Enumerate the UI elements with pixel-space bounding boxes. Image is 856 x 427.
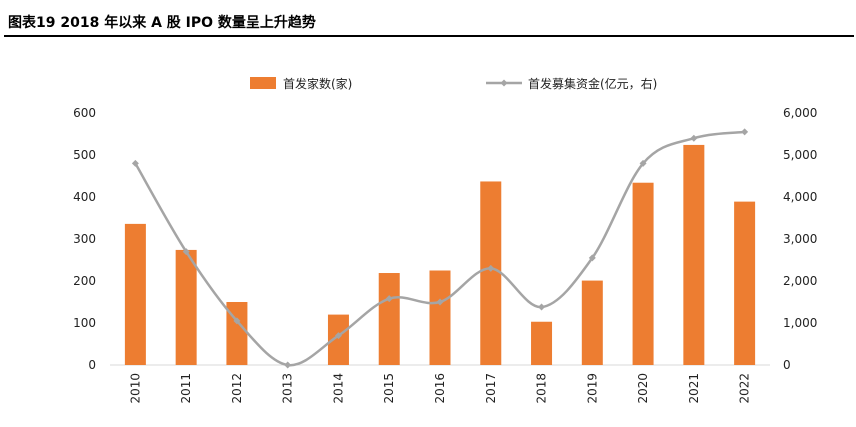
line-point	[588, 254, 596, 262]
x-tick-label: 2022	[738, 373, 752, 404]
line-point	[131, 159, 139, 167]
x-tick-label: 2019	[585, 373, 599, 404]
chart-legend: 首发家数(家) 首发募集资金(亿元，右)	[250, 76, 657, 91]
x-tick-label: 2010	[128, 373, 142, 404]
bar	[175, 249, 197, 365]
line-point	[538, 303, 546, 311]
line-point	[385, 295, 393, 303]
line-point	[436, 298, 444, 306]
y-right-tick-label: 4,000	[783, 190, 817, 204]
x-tick-label: 2020	[636, 373, 650, 404]
x-tick-label: 2013	[281, 373, 295, 404]
y-right-tick-label: 3,000	[783, 232, 817, 246]
y-left-tick-label: 400	[73, 190, 96, 204]
legend-swatch-bar	[250, 77, 276, 89]
y-left-tick-label: 100	[73, 316, 96, 330]
line-point	[334, 332, 342, 340]
legend-swatch-marker	[500, 79, 508, 87]
y-left-tick-label: 500	[73, 148, 96, 162]
x-tick-label: 2015	[382, 373, 396, 404]
y-right-tick-label: 1,000	[783, 316, 817, 330]
line-point	[233, 317, 241, 325]
line-point	[639, 159, 647, 167]
line-point	[741, 128, 749, 136]
bar	[429, 270, 451, 365]
legend-label-line: 首发募集资金(亿元，右)	[528, 76, 657, 91]
x-tick-label: 2021	[687, 373, 701, 404]
x-tick-label: 2011	[179, 373, 193, 404]
bar	[734, 201, 756, 365]
bar	[226, 302, 248, 365]
bar	[480, 181, 502, 365]
line-point	[182, 248, 190, 256]
x-tick-label: 2017	[484, 373, 498, 404]
y-left-tick-label: 600	[73, 106, 96, 120]
bar	[378, 273, 400, 365]
bar	[124, 223, 146, 365]
line-point	[690, 134, 698, 142]
x-tick-label: 2018	[535, 373, 549, 404]
bar	[632, 182, 654, 365]
line-point	[487, 264, 495, 272]
legend-label-bar: 首发家数(家)	[283, 76, 352, 91]
y-right-tick-label: 6,000	[783, 106, 817, 120]
figure-title: 图表19 2018 年以来 A 股 IPO 数量呈上升趋势	[8, 15, 316, 31]
x-tick-label: 2016	[433, 373, 447, 404]
y-left-tick-label: 0	[88, 358, 96, 372]
x-tick-label: 2012	[230, 373, 244, 404]
bar	[683, 144, 705, 365]
figure-header: 图表19 2018 年以来 A 股 IPO 数量呈上升趋势	[0, 0, 856, 38]
y-right-tick-label: 0	[783, 358, 791, 372]
line-point	[284, 361, 292, 369]
chart-axes: 0 100 200 300 400 500 600 0 1,000 2,000 3,000 4,000…	[73, 106, 817, 404]
title-underline	[4, 35, 854, 37]
bar-series	[124, 144, 756, 365]
bar	[581, 280, 603, 365]
bar	[531, 321, 553, 365]
x-tick-label: 2014	[331, 373, 345, 404]
y-left-tick-label: 300	[73, 232, 96, 246]
bar	[327, 314, 349, 365]
y-right-tick-label: 2,000	[783, 274, 817, 288]
y-left-tick-label: 200	[73, 274, 96, 288]
line-series	[131, 128, 749, 369]
y-right-tick-label: 5,000	[783, 148, 817, 162]
